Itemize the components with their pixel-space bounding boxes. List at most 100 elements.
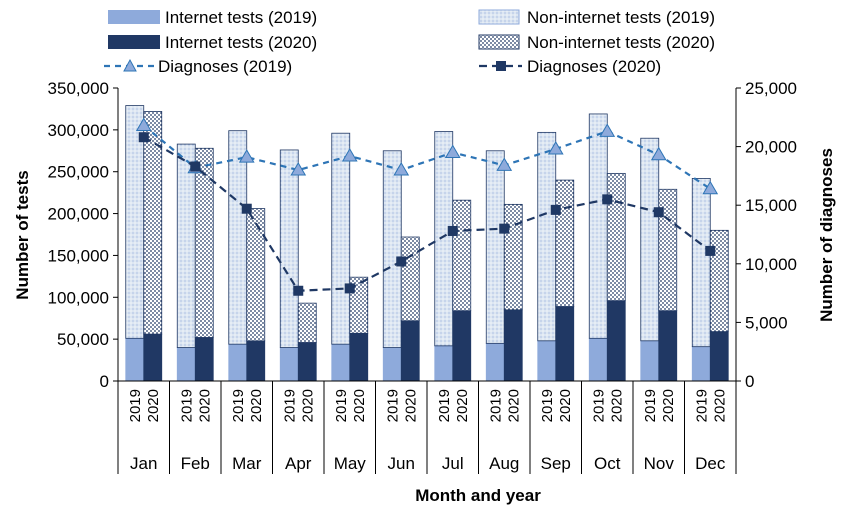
marker-diagnoses-2020-oct <box>602 194 613 205</box>
year-label: 2019 <box>281 389 298 422</box>
month-label-jul: Jul <box>442 454 464 473</box>
y2-tick-label: 10,000 <box>745 255 797 274</box>
bar-internet-2020-may <box>349 332 369 382</box>
y-tick-label: 200,000 <box>48 205 109 224</box>
bar-internet-2019-mar <box>228 343 248 382</box>
year-label: 2019 <box>590 389 607 422</box>
marker-diagnoses-2020-sep <box>550 204 561 215</box>
month-label-mar: Mar <box>232 454 262 473</box>
legend-label-diagnoses-2020: Diagnoses (2020) <box>527 57 661 76</box>
month-label-dec: Dec <box>695 454 726 473</box>
bar-noninternet-2019-dec <box>691 178 711 348</box>
marker-diagnoses-2019-jun <box>393 162 410 176</box>
legend-swatch-internet-2020 <box>108 35 160 49</box>
bar-noninternet-2019-jun <box>382 150 402 348</box>
marker-diagnoses-2019-mar <box>238 149 255 163</box>
bar-noninternet-2019-jul <box>434 131 454 347</box>
year-label: 2020 <box>402 389 419 422</box>
y2-tick-label: 20,000 <box>745 138 797 157</box>
year-label: 2020 <box>660 389 677 422</box>
year-label: 2019 <box>127 389 144 422</box>
y-tick-label: 350,000 <box>48 79 109 98</box>
legend-marker-square-icon <box>496 61 506 71</box>
bar-noninternet-2020-dec <box>709 229 729 333</box>
bar-internet-2019-jul <box>434 345 454 382</box>
bar-internet-2019-jan <box>125 337 145 382</box>
year-label: 2019 <box>487 389 504 422</box>
bar-internet-2020-oct <box>606 300 626 382</box>
month-label-apr: Apr <box>285 454 312 473</box>
marker-diagnoses-2019-apr <box>290 162 307 176</box>
marker-diagnoses-2020-dec <box>705 245 716 256</box>
bar-noninternet-2019-nov <box>640 137 660 342</box>
bar-internet-2020-jun <box>400 320 420 382</box>
marker-diagnoses-2019-dec <box>702 180 719 195</box>
y-tick-label: 150,000 <box>48 246 109 265</box>
marker-diagnoses-2019-jan <box>135 117 152 132</box>
bar-internet-2019-apr <box>279 347 299 382</box>
bar-noninternet-2019-mar <box>228 130 248 345</box>
bar-noninternet-2019-apr <box>279 149 299 348</box>
y-tick-label: 300,000 <box>48 121 109 140</box>
y-tick-label: 250,000 <box>48 163 109 182</box>
bar-noninternet-2020-aug <box>503 203 523 311</box>
year-label: 2019 <box>539 389 556 422</box>
marker-diagnoses-2019-nov <box>650 146 667 161</box>
bar-internet-2020-apr <box>297 342 317 382</box>
bar-noninternet-2020-sep <box>555 179 575 307</box>
year-label: 2020 <box>299 389 316 422</box>
year-label: 2020 <box>145 389 162 422</box>
year-label: 2020 <box>454 389 471 422</box>
bar-internet-2019-jun <box>382 347 402 382</box>
year-label: 2020 <box>196 389 213 422</box>
marker-diagnoses-2020-jun <box>396 256 407 267</box>
line-diagnoses-2020 <box>143 136 711 292</box>
month-label-nov: Nov <box>644 454 675 473</box>
month-label-jun: Jun <box>388 454 415 473</box>
y-tick-label: 50,000 <box>57 330 109 349</box>
month-label-feb: Feb <box>181 454 210 473</box>
legend-label-noninternet-2020: Non-internet tests (2020) <box>527 33 715 52</box>
marker-diagnoses-2020-nov <box>653 207 664 218</box>
year-label: 2020 <box>557 389 574 422</box>
marker-diagnoses-2019-sep <box>547 140 564 155</box>
marker-diagnoses-2020-feb <box>190 161 201 172</box>
bar-noninternet-2020-oct <box>606 172 626 302</box>
year-label: 2020 <box>608 389 625 422</box>
year-label: 2020 <box>711 389 728 422</box>
bar-internet-2020-sep <box>555 306 575 382</box>
x-axis-title: Month and year <box>415 486 541 505</box>
y2-tick-label: 5,000 <box>745 313 788 332</box>
year-label: 2019 <box>384 389 401 422</box>
bar-noninternet-2020-nov <box>658 188 678 312</box>
year-label: 2019 <box>178 389 195 422</box>
month-label-oct: Oct <box>594 454 621 473</box>
marker-diagnoses-2020-mar <box>241 203 252 214</box>
year-label: 2020 <box>351 389 368 422</box>
marker-diagnoses-2020-jul <box>447 225 458 236</box>
legend-label-internet-2020: Internet tests (2020) <box>165 33 317 52</box>
year-label: 2019 <box>333 389 350 422</box>
marker-diagnoses-2019-oct <box>599 123 616 137</box>
month-label-may: May <box>334 454 367 473</box>
bar-noninternet-2019-sep <box>537 131 557 342</box>
year-label: 2019 <box>230 389 247 422</box>
bar-noninternet-2020-jul <box>452 199 472 312</box>
marker-diagnoses-2020-aug <box>499 223 510 234</box>
marker-diagnoses-2020-apr <box>293 285 304 296</box>
legend-label-diagnoses-2019: Diagnoses (2019) <box>158 57 292 76</box>
year-label: 2019 <box>436 389 453 422</box>
bar-noninternet-2020-mar <box>246 208 266 342</box>
month-label-sep: Sep <box>541 454 571 473</box>
bar-internet-2019-aug <box>485 342 505 382</box>
bar-internet-2019-dec <box>691 346 711 382</box>
year-label: 2020 <box>505 389 522 422</box>
y-tick-label: 0 <box>100 372 109 391</box>
y-tick-label: 100,000 <box>48 288 109 307</box>
line-diagnoses-2019 <box>143 124 711 190</box>
month-label-jan: Jan <box>130 454 157 473</box>
legend-swatch-internet-2019 <box>108 10 160 24</box>
bar-internet-2020-jul <box>452 310 472 382</box>
